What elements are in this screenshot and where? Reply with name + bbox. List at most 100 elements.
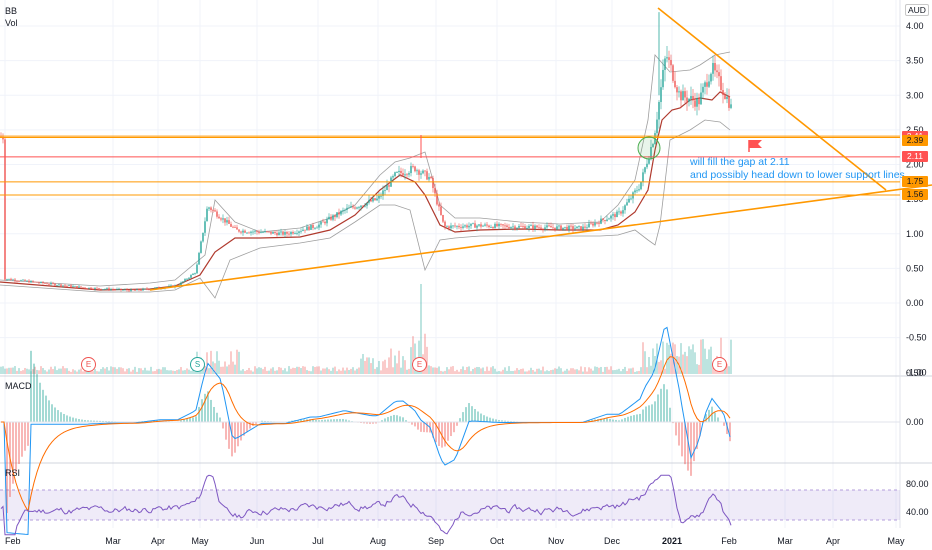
macd-histogram-bar — [666, 389, 668, 423]
macd-histogram-bar — [228, 422, 230, 449]
candle-body — [608, 218, 610, 220]
macd-histogram-bar — [657, 394, 659, 423]
volume-bar — [114, 367, 116, 374]
volume-bar — [402, 356, 404, 374]
candle-body — [442, 214, 444, 222]
candle-body — [72, 286, 74, 287]
candle-body — [46, 283, 48, 285]
macd-histogram-bar — [675, 422, 677, 436]
macd-histogram-bar — [330, 419, 332, 423]
volume-bar — [102, 367, 104, 374]
macd-histogram-bar — [399, 416, 401, 423]
volume-bar — [396, 363, 398, 374]
split-event-marker[interactable]: S — [190, 357, 205, 372]
volume-bar — [130, 371, 132, 374]
macd-histogram-bar — [87, 420, 89, 423]
volume-bar — [254, 366, 256, 374]
volume-bar — [266, 370, 268, 374]
macd-histogram-bar — [612, 419, 614, 423]
volume-bar — [536, 368, 538, 374]
candle-body — [128, 290, 130, 292]
volume-bar — [534, 371, 536, 374]
volume-bar — [648, 357, 650, 374]
candle-body — [640, 181, 642, 190]
candle-body — [144, 288, 146, 290]
candle-body — [300, 230, 302, 232]
candle-body — [204, 221, 206, 233]
annotation-text[interactable]: will fill the gap at 2.11 and possibly h… — [690, 156, 905, 182]
macd-histogram-bar — [192, 417, 194, 423]
time-axis[interactable]: Feb Mar Apr May Jun Jul Aug Sep Oct Nov Dec 2021 Feb… — [5, 536, 905, 546]
macd-histogram-bar — [30, 350, 32, 423]
macd-histogram-bar — [204, 393, 206, 423]
price-tick-label: 3.50 — [906, 56, 924, 66]
candle-body — [246, 232, 248, 234]
volume-bar — [594, 366, 596, 374]
candle-body — [366, 202, 368, 206]
earnings-event-marker[interactable]: E — [412, 357, 427, 372]
volume-bar — [332, 367, 334, 374]
macd-histogram-bar — [72, 417, 74, 423]
volume-bar — [286, 371, 288, 374]
volume-bar — [212, 361, 214, 374]
macd-histogram-bar — [297, 419, 299, 423]
earnings-event-marker[interactable]: E — [712, 357, 727, 372]
volume-bar — [206, 352, 208, 374]
candle-body — [224, 218, 226, 223]
macd-histogram-bar — [714, 412, 716, 423]
volume-bar — [32, 369, 34, 374]
volume-bar — [112, 367, 114, 374]
candle-body — [470, 223, 472, 226]
price-axis[interactable]: 4.003.503.002.502.001.501.000.500.00-0.5… — [906, 21, 929, 517]
candle-body — [242, 230, 244, 233]
vol-study-title[interactable]: Vol — [5, 18, 18, 28]
candle-body — [342, 210, 344, 211]
resistance-trendline[interactable] — [657, 7, 887, 191]
volume-bar — [222, 366, 224, 374]
candle-body — [616, 211, 618, 218]
macd-histogram-bar — [690, 422, 692, 476]
volume-bar — [256, 368, 258, 374]
support-trendline[interactable] — [149, 184, 932, 291]
volume-bar — [120, 367, 122, 374]
macd-histogram-bar — [18, 422, 20, 464]
candle-body — [708, 81, 710, 87]
currency-label[interactable]: AUD — [905, 4, 929, 16]
volume-bar — [228, 364, 230, 374]
volume-bar — [602, 371, 604, 374]
volume-bar — [346, 367, 348, 374]
bb-study-title[interactable]: BB — [5, 6, 18, 16]
candle-body — [690, 96, 692, 99]
candle-body — [22, 279, 24, 281]
macd-pane-title[interactable]: MACD — [5, 381, 32, 391]
volume-bar — [436, 367, 438, 374]
candle-body — [310, 224, 312, 230]
earnings-event-marker[interactable]: E — [81, 357, 96, 372]
candle-body — [108, 288, 110, 290]
macd-histogram-bar — [225, 422, 227, 440]
candle-body — [206, 208, 208, 222]
candle-body — [420, 173, 422, 175]
macd-histogram-bar — [633, 415, 635, 423]
candle-body — [620, 211, 622, 214]
candle-body — [590, 223, 592, 225]
candle-body — [340, 210, 342, 215]
candle-body — [58, 284, 60, 286]
volume-bar — [432, 367, 434, 374]
candle-body — [388, 185, 390, 187]
flag-icon[interactable] — [748, 140, 762, 152]
candle-body — [122, 289, 124, 291]
candle-body — [270, 231, 272, 234]
time-tick-label: Oct — [490, 536, 505, 546]
candle-body — [100, 288, 102, 290]
rsi-pane-title[interactable]: RSI — [5, 468, 21, 478]
breakout-highlight-circle[interactable] — [637, 136, 661, 160]
candle-body — [80, 286, 82, 288]
candle-body — [440, 206, 442, 215]
time-tick-label: Mar — [105, 536, 121, 546]
volume-bar — [626, 371, 628, 374]
volume-bar — [696, 364, 698, 374]
volume-bar — [386, 367, 388, 374]
candle-body — [602, 218, 604, 220]
